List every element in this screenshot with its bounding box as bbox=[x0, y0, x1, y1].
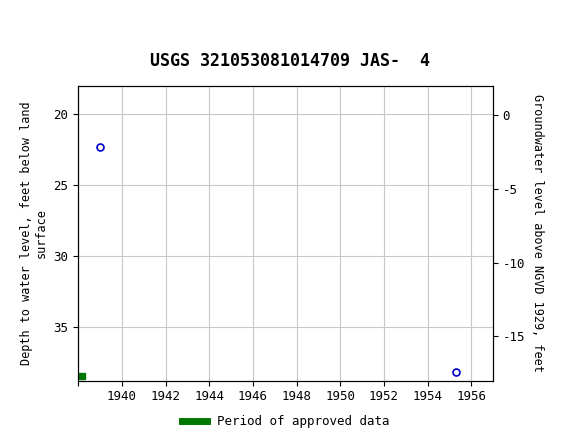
Y-axis label: Depth to water level, feet below land
surface: Depth to water level, feet below land su… bbox=[20, 101, 48, 365]
Legend: Period of approved data: Period of approved data bbox=[177, 410, 394, 430]
Text: ≡USGS: ≡USGS bbox=[3, 9, 74, 28]
Text: USGS 321053081014709 JAS-  4: USGS 321053081014709 JAS- 4 bbox=[150, 52, 430, 71]
Y-axis label: Groundwater level above NGVD 1929, feet: Groundwater level above NGVD 1929, feet bbox=[531, 94, 544, 372]
